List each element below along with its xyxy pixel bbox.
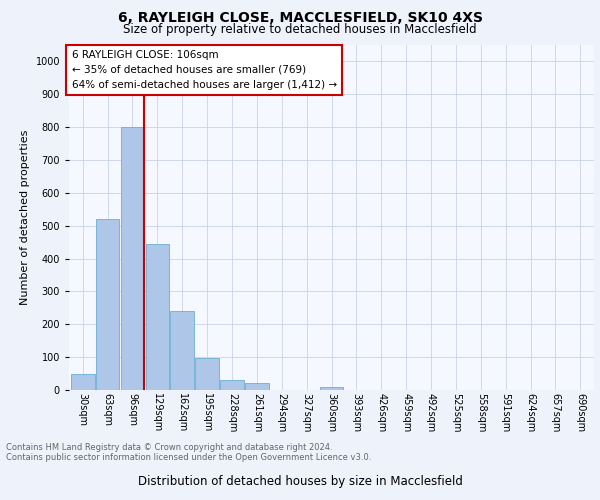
Bar: [320, 386, 343, 390]
Bar: [195, 358, 219, 390]
Text: Contains HM Land Registry data © Crown copyright and database right 2024.
Contai: Contains HM Land Registry data © Crown c…: [6, 443, 371, 462]
Text: Distribution of detached houses by size in Macclesfield: Distribution of detached houses by size …: [137, 474, 463, 488]
Bar: [220, 380, 244, 390]
Bar: [146, 244, 169, 390]
Bar: [71, 374, 95, 390]
Bar: [170, 311, 194, 390]
Bar: [96, 219, 119, 390]
Bar: [245, 384, 269, 390]
Text: 6, RAYLEIGH CLOSE, MACCLESFIELD, SK10 4XS: 6, RAYLEIGH CLOSE, MACCLESFIELD, SK10 4X…: [118, 11, 482, 25]
Bar: [121, 127, 144, 390]
Text: 6 RAYLEIGH CLOSE: 106sqm
← 35% of detached houses are smaller (769)
64% of semi-: 6 RAYLEIGH CLOSE: 106sqm ← 35% of detach…: [71, 50, 337, 90]
Text: Size of property relative to detached houses in Macclesfield: Size of property relative to detached ho…: [123, 22, 477, 36]
Y-axis label: Number of detached properties: Number of detached properties: [20, 130, 30, 305]
